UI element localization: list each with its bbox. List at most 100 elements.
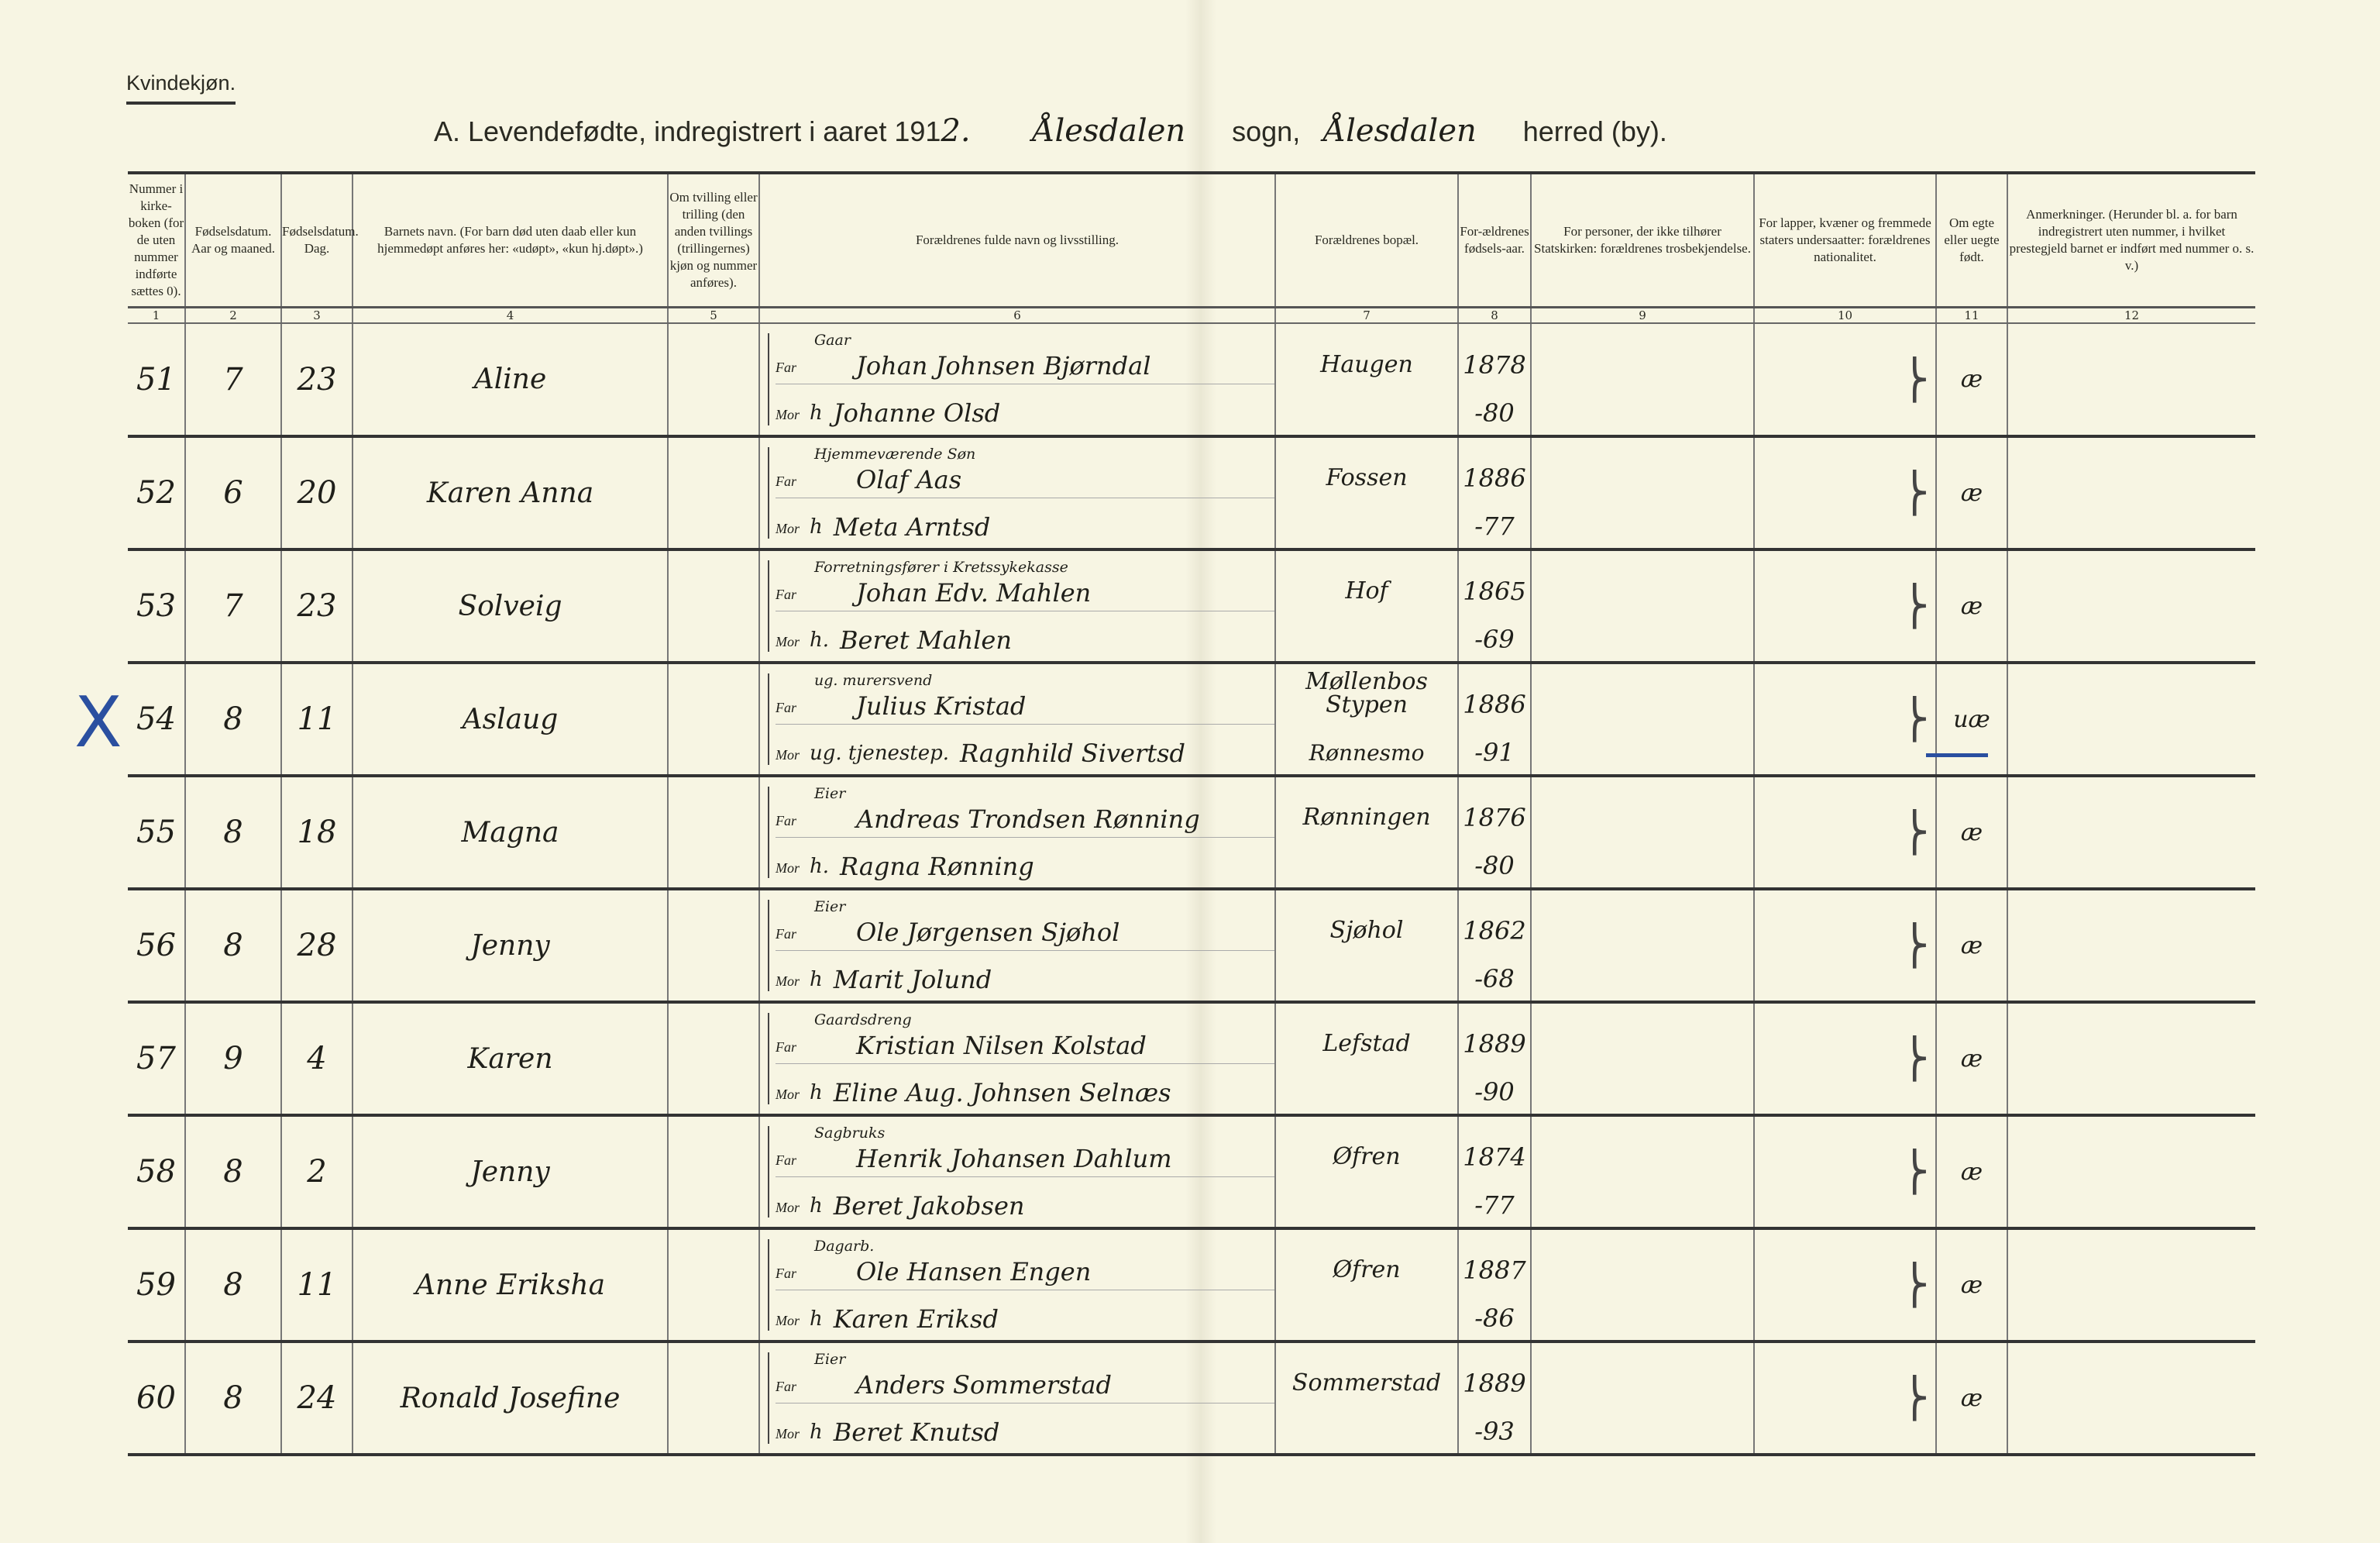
residence: Haugen — [1320, 350, 1413, 378]
birth-day: 11 — [280, 663, 353, 777]
brace — [768, 1239, 769, 1331]
column-header-2: Fødselsdatum. Aar og maaned. — [184, 171, 281, 308]
legitimacy: uæ — [1935, 663, 2007, 777]
twin-cell — [667, 1228, 759, 1343]
twin-cell — [667, 889, 759, 1004]
father-birth-year: 1862 — [1463, 916, 1526, 945]
column-number-7: 7 — [1274, 307, 1458, 324]
far-label: Far — [776, 812, 796, 828]
residence-cell: Øfren — [1274, 1115, 1458, 1230]
brace — [768, 447, 769, 539]
father-birth-year: 1887 — [1463, 1255, 1526, 1285]
residence-cell: Fossen — [1274, 436, 1458, 551]
far-label: Far — [776, 1152, 796, 1168]
birth-years-cell: 1886 -77 — [1457, 436, 1531, 551]
remarks-cell — [2007, 1228, 2255, 1343]
entry-number: 54 — [128, 663, 185, 777]
legitimacy: æ — [1935, 889, 2007, 1004]
birth-years-cell: 1876 -80 — [1457, 776, 1531, 890]
mother-occupation: ug. tjenestep. — [810, 741, 950, 765]
mother-occupation: h — [810, 967, 823, 991]
brace — [768, 1126, 769, 1218]
mother-occupation: h — [810, 401, 823, 425]
twin-cell — [667, 776, 759, 890]
father-birth-year: 1876 — [1463, 803, 1526, 832]
column-header-11: Om egte eller uegte født. — [1935, 171, 2007, 308]
religion-cell — [1530, 889, 1754, 1004]
religion-cell — [1530, 1228, 1754, 1343]
father-name: Olaf Aas — [856, 464, 962, 494]
child-name: Anne Eriksha — [352, 1228, 668, 1343]
nationality-cell: ⎬ — [1753, 1002, 1936, 1117]
entry-number: 59 — [128, 1228, 185, 1343]
mother-occupation: h — [810, 1307, 823, 1331]
child-name: Jenny — [352, 1115, 668, 1230]
father-birth-year: 1874 — [1463, 1142, 1526, 1172]
table-row: 59 8 11 Anne Eriksha Dagarb. Far Ole Hanse… — [128, 1228, 2255, 1343]
entry-number: 55 — [128, 776, 185, 890]
mother-name: Beret Knutsd — [833, 1417, 1000, 1447]
table-row: 58 8 2 Jenny Sagbruks Far Henrik Johansen … — [128, 1115, 2255, 1230]
brace — [768, 900, 769, 991]
gender-heading: Kvindekjøn. — [126, 71, 236, 105]
twin-cell — [667, 323, 759, 438]
father-birth-year: 1865 — [1463, 577, 1526, 606]
father-name: Henrik Johansen Dahlum — [856, 1143, 1172, 1173]
residence: Sommerstad — [1291, 1369, 1442, 1397]
nationality-cell: ⎬ — [1753, 776, 1936, 890]
brace — [768, 673, 769, 765]
brace — [768, 333, 769, 425]
sogn-label: sogn, — [1232, 115, 1301, 147]
twin-cell — [667, 1342, 759, 1456]
religion-cell — [1530, 323, 1754, 438]
mother-birth-year: -90 — [1474, 1077, 1515, 1107]
far-label: Far — [776, 360, 796, 375]
legitimacy: æ — [1935, 1228, 2007, 1343]
mother-name: Ragnhild Sivertsd — [960, 738, 1186, 768]
birth-day: 23 — [280, 549, 353, 664]
child-name: Magna — [352, 776, 668, 890]
birth-day: 20 — [280, 436, 353, 551]
mother-occupation: h — [810, 1080, 823, 1104]
father-birth-year: 1886 — [1463, 463, 1526, 493]
residence: Møllenbos Stypen — [1305, 668, 1428, 718]
remarks-cell — [2007, 663, 2255, 777]
parents-cell: Sagbruks Far Henrik Johansen Dahlum Mor h Be… — [758, 1115, 1275, 1230]
table-row: 57 9 4 Karen Gaardsdreng Far Kristian Nils… — [128, 1002, 2255, 1117]
nationality-cell: ⎬ — [1753, 1342, 1936, 1456]
far-label: Far — [776, 1265, 796, 1281]
father-birth-year: 1878 — [1463, 350, 1526, 380]
legitimacy: æ — [1935, 1002, 2007, 1117]
father-name: Anders Sommerstad — [856, 1369, 1112, 1400]
mor-label: Mor — [776, 1425, 800, 1441]
legitimacy: æ — [1935, 323, 2007, 438]
table-row: 51 7 23 Aline Gaar Far Johan Johnsen Bjørn… — [128, 323, 2255, 438]
remarks-cell — [2007, 1342, 2255, 1456]
father-occupation: Sagbruks — [814, 1124, 886, 1142]
legitimacy: æ — [1935, 1342, 2007, 1456]
father-occupation: ug. murersvend — [814, 671, 933, 689]
remarks-cell — [2007, 889, 2255, 1004]
remarks-cell — [2007, 776, 2255, 890]
column-number-2: 2 — [184, 307, 281, 324]
column-number-3: 3 — [280, 307, 353, 324]
birth-month: 8 — [184, 889, 281, 1004]
parents-cell: ug. murersvend Far Julius Kristad Mor ug. t… — [758, 663, 1275, 777]
father-name: Ole Hansen Engen — [856, 1256, 1092, 1286]
father-birth-year: 1889 — [1463, 1369, 1526, 1398]
father-occupation: Forretningsfører i Kretssykekasse — [814, 558, 1068, 576]
mor-label: Mor — [776, 1199, 800, 1215]
column-header-12: Anmerkninger. (Herunder bl. a. for barn … — [2007, 171, 2255, 308]
herred-label: herred (by). — [1522, 115, 1667, 147]
entry-number: 51 — [128, 323, 185, 438]
father-name: Julius Kristad — [856, 691, 1027, 721]
parents-cell: Gaardsdreng Far Kristian Nilsen Kolstad Mo… — [758, 1002, 1275, 1117]
birth-day: 2 — [280, 1115, 353, 1230]
birth-day: 24 — [280, 1342, 353, 1456]
birth-month: 8 — [184, 663, 281, 777]
mother-birth-year: -69 — [1474, 625, 1515, 654]
column-header-4: Barnets navn. (For barn død uten daab el… — [352, 171, 668, 308]
far-label: Far — [776, 473, 796, 489]
mor-label: Mor — [776, 973, 800, 989]
mother-birth-year: -93 — [1474, 1417, 1515, 1446]
